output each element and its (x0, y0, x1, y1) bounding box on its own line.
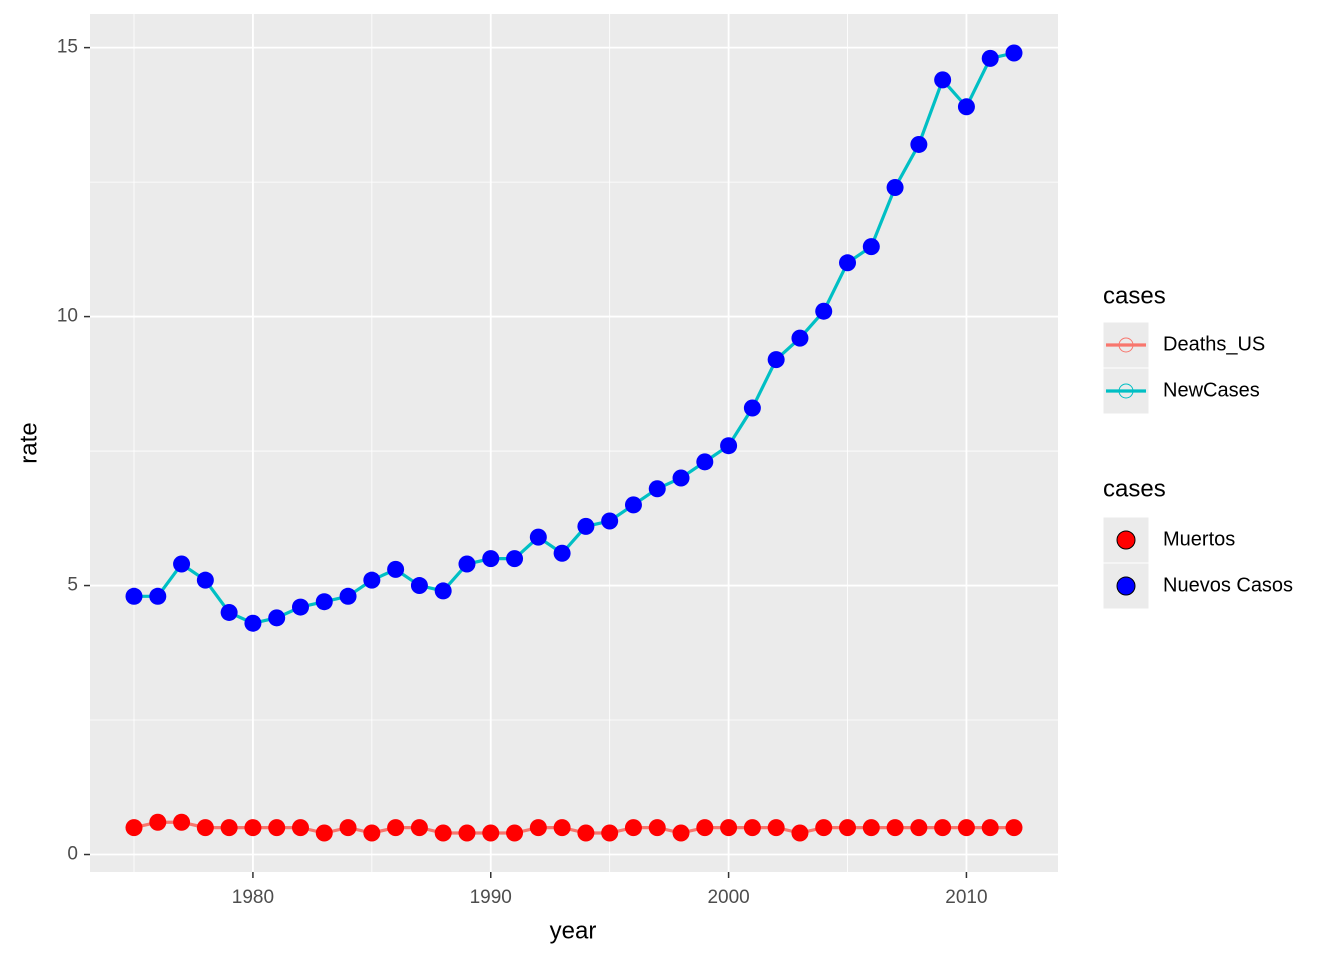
x-tick-label: 2010 (945, 887, 987, 908)
point (196, 571, 214, 589)
point (125, 587, 143, 605)
legend-point (1116, 576, 1136, 596)
legend-title: cases (1103, 282, 1166, 309)
point (601, 512, 619, 530)
point (791, 824, 809, 842)
point (196, 819, 214, 837)
point (553, 544, 571, 562)
point (149, 813, 167, 831)
point (244, 819, 262, 837)
point (387, 819, 405, 837)
point (529, 528, 547, 546)
point (815, 302, 833, 320)
point (767, 351, 785, 369)
point (910, 135, 928, 153)
point (601, 824, 619, 842)
point (577, 824, 595, 842)
y-tick-label: 15 (57, 37, 78, 58)
y-axis-title: rate (15, 422, 42, 463)
point (339, 819, 357, 837)
point (173, 813, 191, 831)
point (434, 582, 452, 600)
point (149, 587, 167, 605)
legend-ring (1118, 337, 1134, 353)
point (839, 254, 857, 272)
point (981, 819, 999, 837)
panel (90, 14, 1058, 872)
point (624, 496, 642, 514)
point (268, 609, 286, 627)
point (315, 824, 333, 842)
x-tick-label: 1990 (470, 887, 512, 908)
point (410, 819, 428, 837)
point (1005, 44, 1023, 62)
x-tick-label: 1980 (232, 887, 274, 908)
point (268, 819, 286, 837)
point (506, 550, 524, 568)
point (957, 98, 975, 116)
point (458, 824, 476, 842)
point (220, 819, 238, 837)
point (839, 819, 857, 837)
point (482, 824, 500, 842)
point (506, 824, 524, 842)
point (220, 603, 238, 621)
point (862, 238, 880, 256)
point (387, 560, 405, 578)
point (886, 178, 904, 196)
point (743, 399, 761, 417)
point (815, 819, 833, 837)
x-tick-label: 2000 (707, 887, 749, 908)
point (363, 824, 381, 842)
point (957, 819, 975, 837)
point (981, 49, 999, 67)
point (244, 614, 262, 632)
point (886, 819, 904, 837)
point (696, 453, 714, 471)
point (577, 517, 595, 535)
point (363, 571, 381, 589)
y-tick-label: 10 (57, 306, 78, 327)
point (173, 555, 191, 573)
point (529, 819, 547, 837)
legend-label: Nuevos Casos (1163, 574, 1293, 596)
y-tick-label: 0 (67, 844, 78, 865)
point (1005, 819, 1023, 837)
point (624, 819, 642, 837)
point (125, 819, 143, 837)
point (482, 550, 500, 568)
y-tick-label: 5 (67, 575, 78, 596)
point (315, 593, 333, 611)
point (553, 819, 571, 837)
point (910, 819, 928, 837)
point (720, 437, 738, 455)
point (934, 71, 952, 89)
point (672, 469, 690, 487)
legend-ring (1118, 383, 1134, 399)
legend-label: Deaths_US (1163, 333, 1265, 355)
point (791, 329, 809, 347)
point (862, 819, 880, 837)
point (696, 819, 714, 837)
point (410, 577, 428, 595)
legend-label: Muertos (1163, 528, 1235, 550)
legend-point (1116, 530, 1136, 550)
legend-title: cases (1103, 475, 1166, 502)
point (434, 824, 452, 842)
x-axis-title: year (550, 917, 597, 944)
point (648, 819, 666, 837)
point (743, 819, 761, 837)
point (339, 587, 357, 605)
point (648, 480, 666, 498)
point (672, 824, 690, 842)
point (291, 819, 309, 837)
legend-label: NewCases (1163, 379, 1260, 401)
point (291, 598, 309, 616)
point (458, 555, 476, 573)
point (720, 819, 738, 837)
point (934, 819, 952, 837)
point (767, 819, 785, 837)
